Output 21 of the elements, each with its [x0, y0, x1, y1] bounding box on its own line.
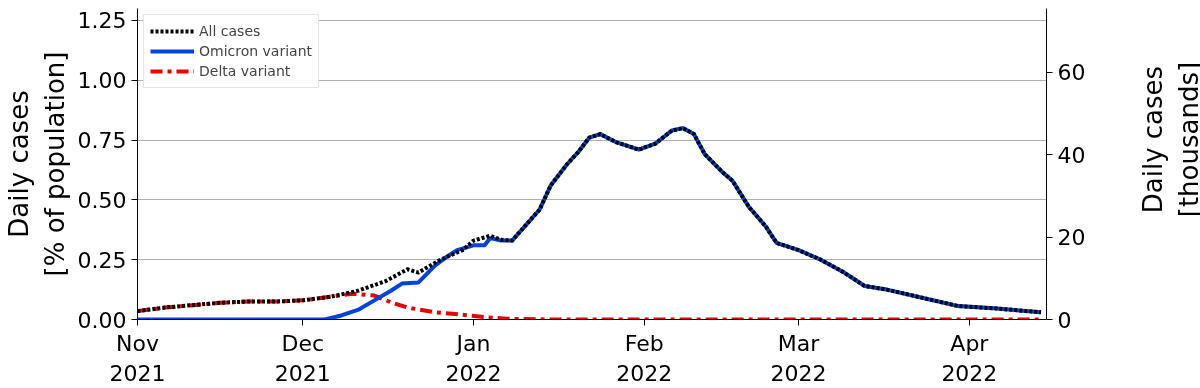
- y2-tick-label: 40: [1057, 142, 1086, 168]
- y-tick-label: 0.75: [77, 128, 127, 154]
- legend-label: Delta variant: [199, 63, 291, 79]
- y-tick-label: 1.25: [77, 8, 127, 34]
- y-axis-title: Daily cases [% of population]: [3, 51, 70, 277]
- y-tick-label: 0.00: [77, 307, 127, 333]
- x-tick-label: Mar 2022: [770, 330, 827, 386]
- y2-tick-label: 0: [1057, 307, 1072, 333]
- y2-axis-title: Daily cases [thousands]: [1137, 61, 1200, 218]
- y-tick-label: 0.50: [77, 187, 127, 213]
- legend-label: Omicron variant: [199, 43, 313, 59]
- y-tick-label: 1.00: [77, 68, 127, 94]
- x-tick-label: Jan 2022: [445, 330, 502, 386]
- x-tick-label: Apr 2022: [941, 330, 998, 386]
- y-tick-label: 0.25: [77, 247, 127, 273]
- x-tick-label: Feb 2022: [616, 330, 673, 386]
- x-tick-label: Dec 2021: [274, 330, 331, 386]
- x-tick-label: Nov 2021: [109, 330, 166, 386]
- y2-tick-label: 20: [1057, 225, 1086, 251]
- y2-tick-label: 60: [1057, 60, 1086, 86]
- legend-label: All cases: [199, 23, 261, 39]
